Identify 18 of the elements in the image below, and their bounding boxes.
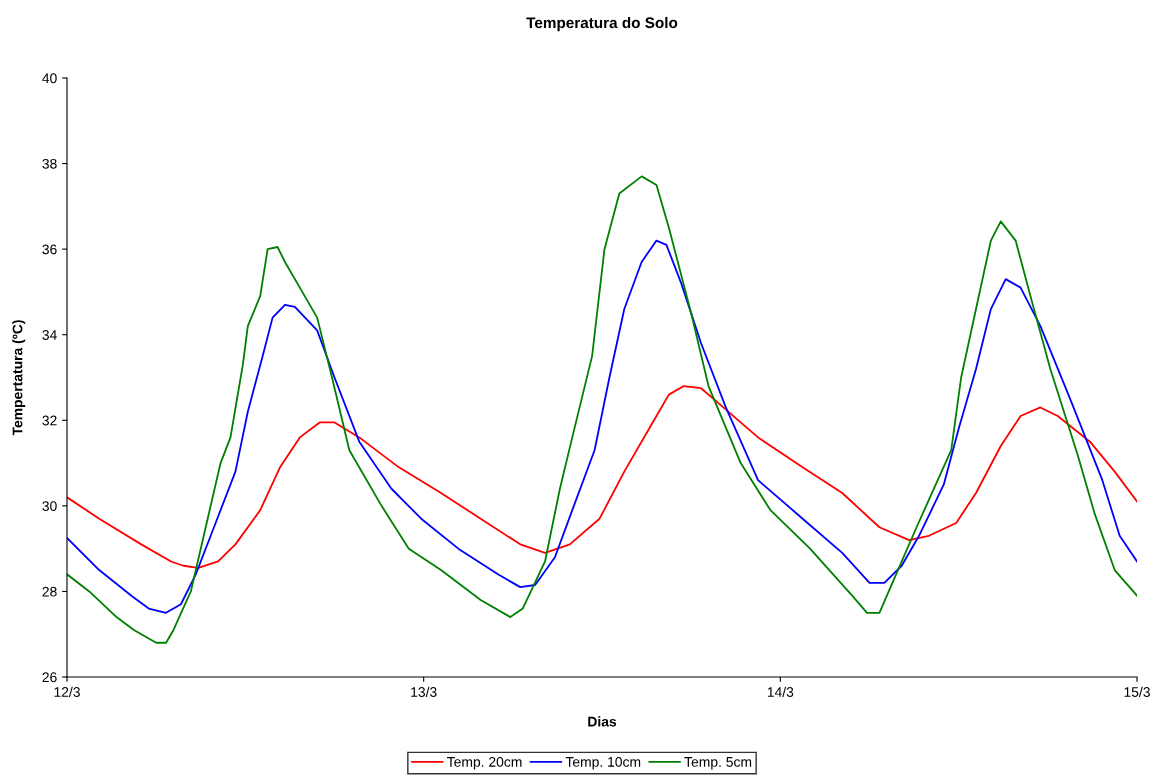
legend-label: Temp. 20cm	[447, 756, 522, 770]
x-tick-label: 14/3	[767, 686, 794, 697]
y-tick-label: 28	[42, 586, 57, 597]
y-tick-label: 36	[42, 244, 57, 255]
x-tick-label: 15/3	[1124, 686, 1150, 697]
y-tick-label: 40	[42, 73, 57, 84]
x-axis-title: Dias	[588, 716, 617, 727]
y-tick-label: 32	[42, 415, 57, 426]
y-tick-label: 26	[42, 672, 57, 683]
x-tick-label: 13/3	[411, 686, 437, 697]
chart-title: Temperatura do Solo	[526, 16, 678, 32]
legend-label: Temp. 5cm	[684, 757, 752, 770]
y-tick-label: 34	[42, 330, 57, 340]
y-axis-title: Tempertatura (ºC)	[12, 320, 26, 436]
legend-label: Temp. 10cm	[565, 756, 641, 770]
y-tick-label: 30	[42, 501, 57, 512]
x-tick-label: 12/3	[54, 686, 80, 697]
y-tick-label: 38	[42, 158, 57, 169]
